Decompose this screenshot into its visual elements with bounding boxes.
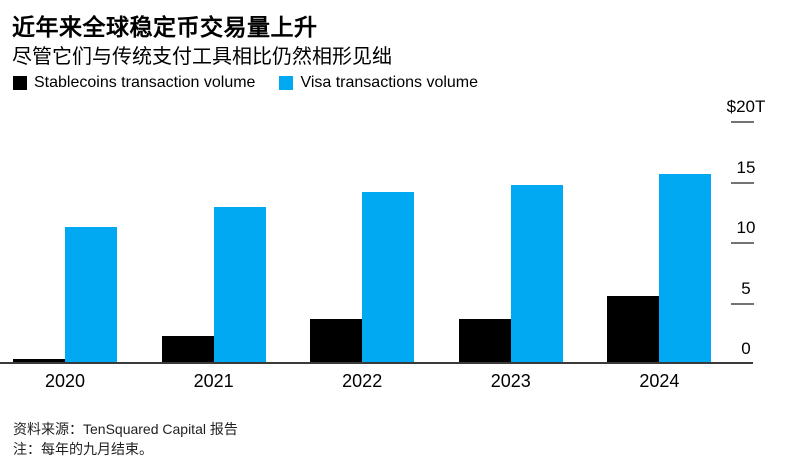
stablecoins-swatch-icon — [13, 76, 27, 90]
x-axis-label-2024: 2024 — [639, 371, 680, 391]
y-axis-tick-mark — [731, 242, 754, 244]
legend-item-visa: Visa transactions volume — [279, 74, 478, 92]
x-axis-label-2021: 2021 — [193, 371, 234, 391]
legend: Stablecoins transaction volume Visa tran… — [13, 74, 478, 92]
bar-visa-2024 — [659, 174, 712, 364]
chart-title: 近年来全球稳定币交易量上升 — [12, 14, 318, 40]
plot-area: $20T 15 10 5 0 — [0, 97, 799, 364]
y-axis-tick-mark — [731, 302, 754, 305]
bar-visa-2022 — [362, 192, 415, 364]
bar-visa-2020 — [65, 227, 117, 364]
footer: 资料来源：TenSquared Capital 报告 注：每年的九月结束。 — [13, 419, 238, 459]
visa-swatch-icon — [279, 76, 294, 90]
bar-stablecoins-2022 — [310, 319, 363, 364]
x-axis-label-2022: 2022 — [342, 371, 383, 391]
y-axis-tick-label: $20T — [726, 97, 766, 116]
x-axis-label-2020: 2020 — [44, 371, 86, 391]
y-axis-tick-mark — [731, 181, 754, 184]
bar-stablecoins-2020 — [13, 359, 65, 364]
y-axis-tick-label: 15 — [736, 157, 756, 177]
source-note: 资料来源：TenSquared Capital 报告 — [13, 421, 238, 437]
y-axis-tick-mark — [731, 121, 754, 123]
x-axis: 2020 2021 2022 2023 2024 — [0, 364, 799, 396]
fiscal-note: 注：每年的九月结束。 — [13, 441, 153, 457]
y-axis-tick-label: 10 — [736, 218, 756, 237]
x-axis-label-2023: 2023 — [490, 371, 531, 391]
chart-subtitle: 尽管它们与传统支付工具相比仍然相形见绌 — [12, 46, 392, 68]
y-axis-tick-label: 0 — [741, 339, 751, 358]
y-axis-tick-label: 5 — [741, 278, 751, 298]
bar-stablecoins-2021 — [161, 336, 214, 364]
legend-item-stablecoins: Stablecoins transaction volume — [13, 74, 255, 92]
legend-label-visa: Visa transactions volume — [300, 74, 479, 91]
bar-stablecoins-2023 — [458, 319, 511, 364]
x-axis-line — [0, 362, 753, 364]
bar-visa-2023 — [510, 184, 563, 364]
legend-label-stablecoins: Stablecoins transaction volume — [34, 74, 256, 91]
bar-stablecoins-2024 — [607, 296, 660, 364]
bar-visa-2021 — [213, 206, 266, 364]
